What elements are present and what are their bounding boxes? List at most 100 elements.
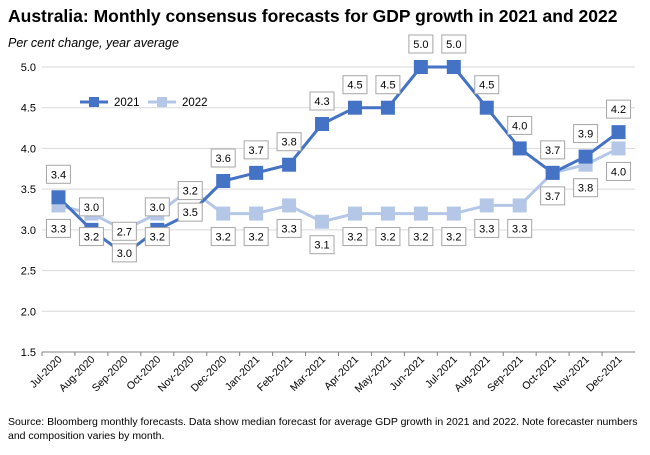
data-label-2021-box bbox=[342, 75, 368, 95]
series-2021-marker bbox=[282, 157, 297, 172]
chart-subtitle: Per cent change, year average bbox=[8, 36, 179, 50]
series-2021-marker bbox=[51, 190, 66, 205]
data-label-2021: 3.0 bbox=[84, 202, 99, 214]
data-label-2022-box bbox=[144, 227, 170, 247]
data-label-2021-box bbox=[111, 221, 137, 241]
data-label-2022-box bbox=[177, 202, 203, 222]
x-tick-label: May-2021 bbox=[353, 354, 395, 396]
series-2021-marker bbox=[413, 60, 428, 74]
series-2022-marker bbox=[347, 206, 362, 221]
data-label-2021: 3.9 bbox=[578, 129, 593, 141]
data-label-2021-box bbox=[606, 99, 632, 119]
data-label-2022-box bbox=[342, 227, 368, 247]
data-label-2022-box bbox=[309, 235, 335, 255]
data-label-2021: 5.0 bbox=[446, 39, 461, 51]
series-2022-marker bbox=[413, 206, 428, 221]
series-2021-marker bbox=[380, 100, 395, 115]
y-tick-label: 1.5 bbox=[21, 347, 36, 359]
series-2021-marker bbox=[512, 141, 527, 156]
data-label-2021-box bbox=[309, 91, 335, 111]
data-label-2021: 3.2 bbox=[183, 186, 198, 198]
data-label-2021-box bbox=[78, 197, 104, 217]
data-label-2022-box bbox=[276, 218, 302, 238]
data-label-2022: 3.2 bbox=[84, 232, 99, 244]
series-2021-marker bbox=[545, 165, 560, 180]
y-tick-label: 3.0 bbox=[21, 225, 36, 237]
data-label-2022: 3.2 bbox=[150, 232, 165, 244]
data-label-2021-box bbox=[540, 140, 566, 160]
data-label-2021-box bbox=[243, 140, 269, 160]
series-2021-marker bbox=[578, 149, 593, 164]
data-label-2021-box bbox=[276, 132, 302, 152]
series-2022-marker bbox=[512, 198, 527, 213]
data-label-2022-box bbox=[45, 218, 71, 238]
series-2021-marker bbox=[479, 100, 494, 115]
x-tick-label: Dec-2021 bbox=[584, 354, 625, 395]
data-label-2022: 3.3 bbox=[512, 223, 527, 235]
legend-2022-marker bbox=[157, 97, 167, 107]
data-label-2021-box bbox=[45, 164, 71, 184]
legend-2022-label: 2022 bbox=[182, 97, 208, 109]
series-2021-marker bbox=[446, 60, 461, 74]
series-2022-marker bbox=[611, 141, 626, 156]
data-label-2021: 4.0 bbox=[512, 120, 527, 132]
series-2021-marker bbox=[216, 174, 231, 188]
y-tick-label: 4.0 bbox=[21, 143, 36, 155]
y-tick-label: 5.0 bbox=[21, 62, 36, 74]
legend-2021-label: 2021 bbox=[114, 97, 140, 109]
data-label-2021: 3.4 bbox=[51, 169, 66, 181]
legend-2021-marker bbox=[89, 97, 99, 107]
data-label-2021: 3.7 bbox=[545, 145, 560, 157]
data-label-2021: 3.7 bbox=[248, 145, 263, 157]
data-label-2021-box bbox=[144, 197, 170, 217]
data-label-2022-box bbox=[540, 186, 566, 206]
data-label-2021: 4.5 bbox=[347, 80, 362, 92]
data-label-2022: 3.8 bbox=[578, 183, 593, 195]
y-tick-label: 3.5 bbox=[21, 184, 36, 196]
data-label-2022: 3.3 bbox=[479, 223, 494, 235]
x-tick-label: Sep-2021 bbox=[485, 354, 526, 395]
data-label-2022: 3.2 bbox=[380, 232, 395, 244]
x-tick-label: Jun-2021 bbox=[388, 354, 428, 394]
data-label-2022-box bbox=[408, 227, 434, 247]
data-label-2021-box bbox=[375, 75, 401, 95]
data-label-2022-box bbox=[441, 227, 467, 247]
y-tick-label: 2.0 bbox=[21, 306, 36, 318]
data-label-2022: 3.2 bbox=[248, 232, 263, 244]
line-chart: 5.04.54.03.53.02.52.01.5Jul-2020Aug-2020… bbox=[21, 34, 635, 396]
series-2021-marker bbox=[611, 125, 626, 140]
data-label-2021: 4.2 bbox=[611, 104, 626, 116]
data-label-2022: 3.2 bbox=[347, 232, 362, 244]
data-label-2021-box bbox=[474, 75, 500, 95]
data-label-2022: 3.1 bbox=[314, 240, 329, 252]
data-label-2021: 5.0 bbox=[413, 39, 428, 51]
series-2022-marker bbox=[446, 206, 461, 221]
x-tick-label: Sep-2020 bbox=[90, 354, 131, 395]
data-label-2021: 4.3 bbox=[314, 96, 329, 108]
data-label-2022-box bbox=[474, 218, 500, 238]
data-label-2021: 4.5 bbox=[479, 80, 494, 92]
data-label-2021-box bbox=[507, 115, 533, 135]
data-label-2021: 2.7 bbox=[117, 226, 132, 238]
data-label-2022: 3.3 bbox=[51, 223, 66, 235]
series-2021-line bbox=[57, 65, 620, 256]
data-label-2022: 3.2 bbox=[446, 232, 461, 244]
y-tick-label: 4.5 bbox=[21, 103, 36, 115]
data-label-2021-box bbox=[573, 124, 599, 144]
series-2022-marker bbox=[282, 198, 297, 213]
data-label-2022: 4.0 bbox=[611, 166, 626, 178]
series-2021-marker bbox=[347, 100, 362, 115]
data-label-2022-box bbox=[78, 227, 104, 247]
data-label-2022-box bbox=[606, 161, 632, 181]
series-2021-marker bbox=[315, 117, 330, 131]
data-label-2022-box bbox=[243, 227, 269, 247]
data-label-2022: 3.3 bbox=[281, 223, 296, 235]
series-2022-marker bbox=[249, 206, 264, 221]
y-tick-label: 2.5 bbox=[21, 266, 36, 278]
data-label-2021-box bbox=[210, 148, 236, 168]
x-tick-label: Dec-2020 bbox=[189, 354, 230, 395]
series-2022-marker bbox=[380, 206, 395, 221]
chart-title: Australia: Monthly consensus forecasts f… bbox=[8, 6, 618, 26]
series-2022-marker bbox=[216, 206, 231, 221]
data-label-2022: 3.7 bbox=[545, 191, 560, 203]
